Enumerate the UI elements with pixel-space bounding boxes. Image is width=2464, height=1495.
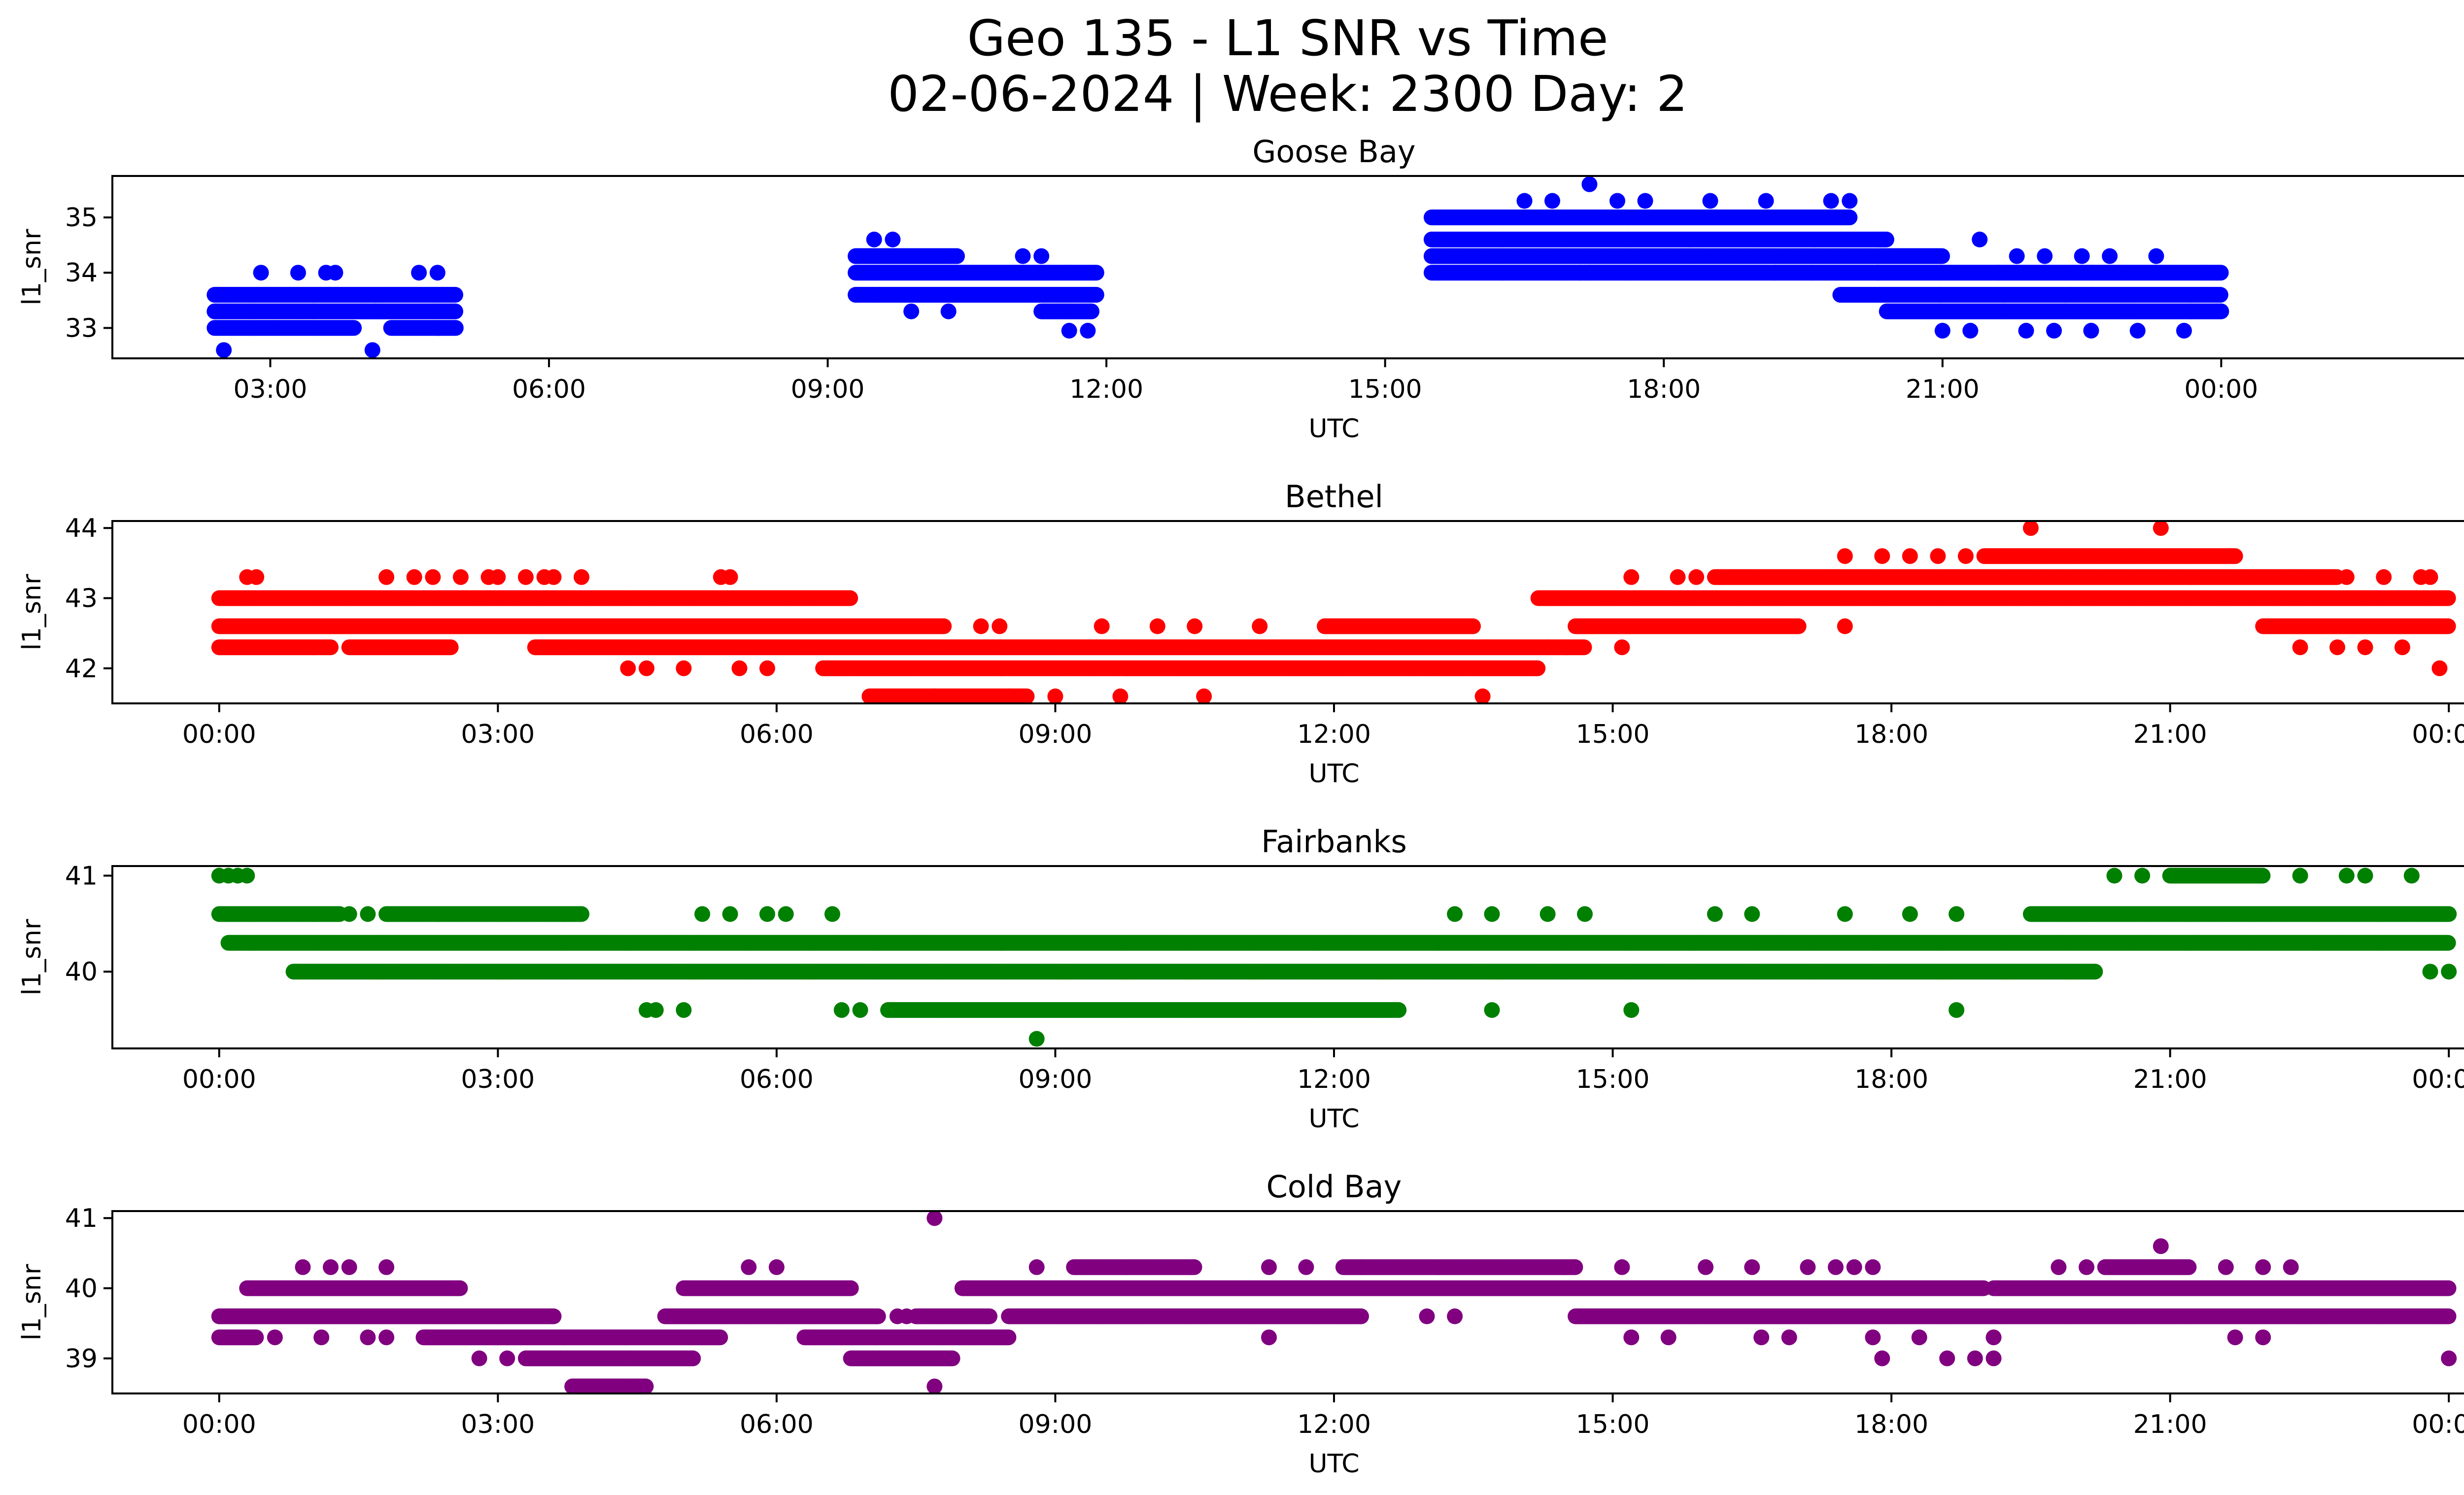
data-point [1019, 688, 1035, 703]
data-point [866, 231, 882, 247]
data-point [1767, 265, 1783, 281]
data-point [2213, 265, 2229, 281]
subplot-title: Goose Bay [1252, 134, 1415, 170]
figure-title-line1: Geo 135 - L1 SNR vs Time [967, 9, 1608, 67]
data-point [1990, 265, 2006, 281]
subplot-title: Bethel [1285, 479, 1383, 515]
data-point [1842, 193, 1858, 209]
data-point [1804, 265, 1820, 281]
scatter-series [211, 521, 2456, 703]
data-point [1869, 265, 1885, 281]
data-point [411, 265, 427, 281]
data-point [2009, 248, 2025, 264]
data-point [429, 320, 445, 336]
data-point [216, 342, 232, 358]
x-axis-label: UTC [1308, 414, 1359, 444]
data-point [1972, 231, 1988, 247]
axes-frame [111, 175, 2464, 359]
data-point [1084, 303, 1099, 319]
data-point [2102, 248, 2118, 264]
data-point [346, 320, 362, 336]
data-point [447, 320, 464, 336]
data-point [447, 303, 463, 319]
x-tick-label: 12:00 [1069, 375, 1143, 404]
data-point [323, 639, 339, 656]
data-point [2212, 287, 2228, 303]
x-tick-label: 21:00 [1906, 375, 1980, 404]
data-point [2129, 322, 2146, 339]
data-point [2194, 265, 2211, 281]
data-point [1088, 265, 1104, 281]
data-point [2083, 322, 2099, 339]
x-tick-label: 09:00 [791, 375, 865, 404]
data-point [2176, 322, 2192, 339]
data-point [1823, 193, 1839, 209]
data-point [429, 265, 445, 281]
data-point [2213, 303, 2229, 319]
x-tick-label: 18:00 [1627, 375, 1701, 404]
data-point [1934, 248, 1950, 264]
data-point [885, 231, 901, 247]
data-point [290, 265, 306, 281]
x-tick-label: 00:00 [2184, 375, 2258, 404]
y-axis-label: l1_snr [17, 229, 47, 306]
data-point [1581, 265, 1598, 281]
scatter-series [206, 176, 2229, 358]
x-tick-label: 15:00 [1348, 375, 1422, 404]
data-point [1080, 322, 1096, 339]
data-point [327, 265, 343, 281]
x-tick-label: 03:00 [234, 375, 308, 404]
data-point [447, 287, 463, 303]
data-point [1581, 176, 1598, 192]
figure-title-line2: 02-06-2024 | Week: 2300 Day: 2 [888, 65, 1687, 123]
data-point [2148, 248, 2164, 264]
data-point [1015, 248, 1031, 264]
x-tick-label: 06:00 [512, 375, 586, 404]
data-point [2074, 248, 2090, 264]
data-point [2046, 322, 2062, 339]
subplot-panels: Goose Bay 03:00 06:00 09:00 12:00 15:00 18:00 2… [17, 134, 2464, 1479]
data-point [364, 342, 380, 358]
data-point [1516, 193, 1533, 209]
data-point [2037, 248, 2053, 264]
data-point [272, 320, 288, 336]
data-point [1033, 248, 1050, 264]
subplot-goose-bay: Goose Bay 03:00 06:00 09:00 12:00 15:00 18:00 2… [17, 134, 2464, 444]
data-point [940, 303, 957, 319]
data-point [1609, 193, 1625, 209]
data-point [1962, 322, 1979, 339]
data-point [1637, 193, 1653, 209]
data-point [443, 639, 459, 656]
data-point [949, 248, 965, 264]
data-point [1842, 209, 1858, 226]
data-point [1702, 193, 1718, 209]
data-point [1758, 193, 1774, 209]
data-point [253, 265, 269, 281]
y-tick-label: 35 [65, 203, 98, 233]
data-point [903, 303, 920, 319]
data-point [2083, 265, 2099, 281]
data-point [1061, 322, 1077, 339]
data-point [1530, 660, 1546, 676]
y-tick-label: 33 [65, 313, 98, 343]
y-tick-label: 34 [65, 258, 98, 288]
data-point [1088, 287, 1104, 303]
data-point [1934, 322, 1951, 339]
data-point [1544, 193, 1560, 209]
data-point [1878, 231, 1894, 247]
data-point [2018, 322, 2034, 339]
